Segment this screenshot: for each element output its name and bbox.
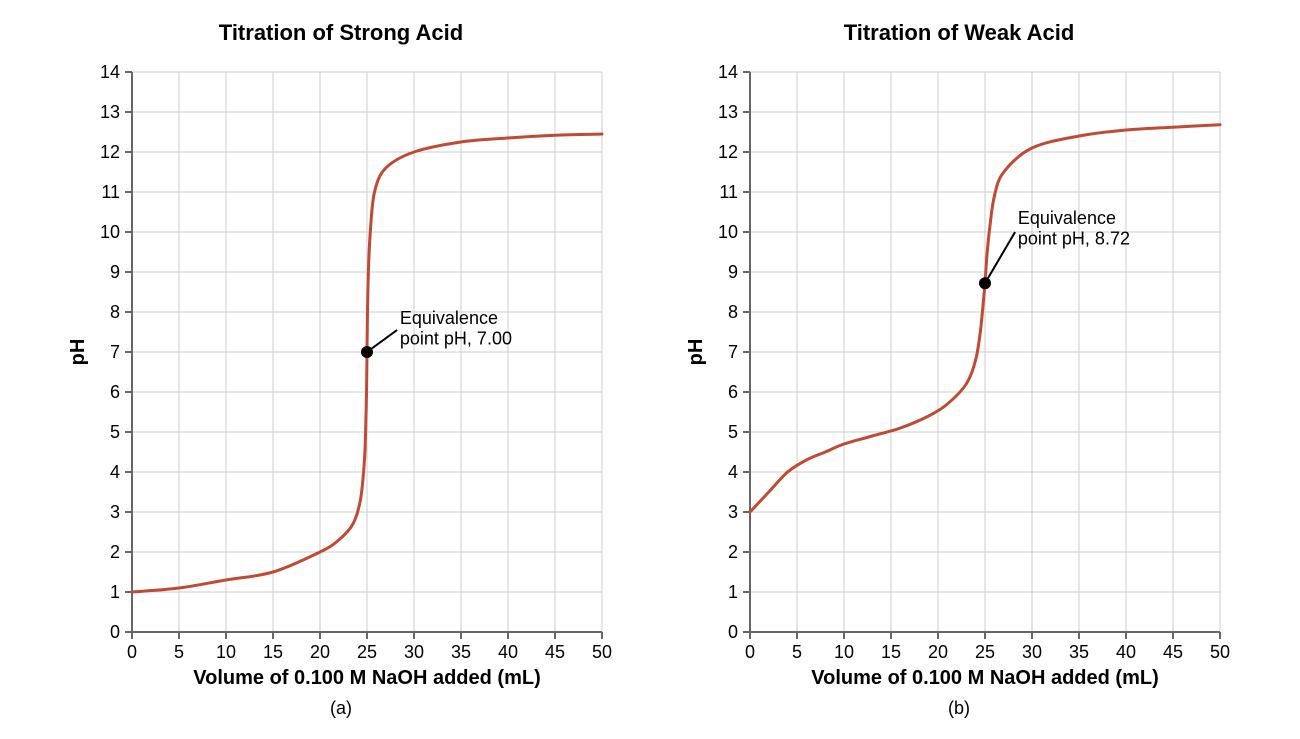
titration-chart-strong: 0510152025303540455001234567891011121314… [62, 54, 620, 692]
svg-text:45: 45 [545, 642, 565, 662]
equivalence-annotation: Equivalence [400, 308, 498, 328]
panel-label-b: (b) [948, 698, 970, 719]
svg-text:13: 13 [100, 102, 120, 122]
svg-text:13: 13 [718, 102, 738, 122]
svg-text:15: 15 [263, 642, 283, 662]
svg-text:0: 0 [728, 622, 738, 642]
equivalence-annotation: Equivalence [1018, 208, 1116, 228]
svg-text:40: 40 [1116, 642, 1136, 662]
svg-text:20: 20 [928, 642, 948, 662]
svg-text:5: 5 [792, 642, 802, 662]
svg-text:10: 10 [100, 222, 120, 242]
svg-text:Volume of 0.100 M NaOH added (: Volume of 0.100 M NaOH added (mL) [811, 667, 1158, 689]
equivalence-annotation: point pH, 8.72 [1018, 229, 1130, 249]
svg-text:7: 7 [110, 342, 120, 362]
chart-title: Titration of Strong Acid [219, 20, 463, 46]
svg-text:1: 1 [728, 582, 738, 602]
chart-panel-strong: Titration of Strong Acid 051015202530354… [62, 20, 620, 719]
svg-text:9: 9 [110, 262, 120, 282]
titration-chart-weak: 0510152025303540455001234567891011121314… [680, 54, 1238, 692]
svg-text:9: 9 [728, 262, 738, 282]
svg-text:35: 35 [1069, 642, 1089, 662]
svg-text:5: 5 [728, 422, 738, 442]
svg-text:11: 11 [719, 182, 738, 202]
svg-text:4: 4 [728, 462, 738, 482]
svg-text:4: 4 [110, 462, 120, 482]
svg-text:8: 8 [728, 302, 738, 322]
svg-text:2: 2 [728, 542, 738, 562]
svg-text:6: 6 [728, 382, 738, 402]
svg-text:10: 10 [834, 642, 854, 662]
svg-text:0: 0 [110, 622, 120, 642]
svg-text:0: 0 [745, 642, 755, 662]
svg-text:30: 30 [404, 642, 424, 662]
equivalence-point-marker [979, 277, 991, 289]
svg-text:pH: pH [67, 339, 89, 366]
svg-text:3: 3 [110, 502, 120, 522]
svg-text:12: 12 [718, 142, 738, 162]
equivalence-point-marker [361, 346, 373, 358]
svg-text:40: 40 [498, 642, 518, 662]
equivalence-annotation: point pH, 7.00 [400, 329, 512, 349]
svg-text:20: 20 [310, 642, 330, 662]
svg-text:10: 10 [216, 642, 236, 662]
svg-text:3: 3 [728, 502, 738, 522]
svg-text:14: 14 [718, 62, 738, 82]
svg-text:Volume of 0.100 M NaOH added (: Volume of 0.100 M NaOH added (mL) [193, 667, 540, 689]
svg-text:15: 15 [881, 642, 901, 662]
svg-text:11: 11 [101, 182, 120, 202]
svg-text:45: 45 [1163, 642, 1183, 662]
chart-title: Titration of Weak Acid [844, 20, 1075, 46]
svg-text:50: 50 [592, 642, 612, 662]
svg-text:14: 14 [100, 62, 120, 82]
svg-text:10: 10 [718, 222, 738, 242]
svg-text:6: 6 [110, 382, 120, 402]
svg-text:5: 5 [110, 422, 120, 442]
svg-text:35: 35 [451, 642, 471, 662]
svg-text:7: 7 [728, 342, 738, 362]
svg-text:2: 2 [110, 542, 120, 562]
panel-label-a: (a) [330, 698, 352, 719]
svg-text:1: 1 [110, 582, 120, 602]
svg-text:25: 25 [357, 642, 377, 662]
svg-text:0: 0 [127, 642, 137, 662]
svg-text:5: 5 [174, 642, 184, 662]
svg-text:8: 8 [110, 302, 120, 322]
svg-text:12: 12 [100, 142, 120, 162]
svg-text:25: 25 [975, 642, 995, 662]
svg-text:50: 50 [1210, 642, 1230, 662]
svg-text:30: 30 [1022, 642, 1042, 662]
chart-panel-weak: Titration of Weak Acid 05101520253035404… [680, 20, 1238, 719]
svg-text:pH: pH [685, 339, 707, 366]
